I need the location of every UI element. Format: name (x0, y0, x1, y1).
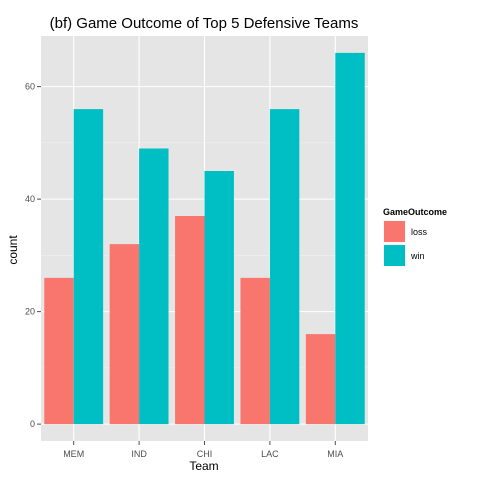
bar-win-MIA (335, 52, 365, 425)
bar-loss-IND (109, 244, 140, 425)
legend-item-win: win (382, 243, 425, 268)
chart-title: (bf) Game Outcome of Top 5 Defensive Tea… (50, 15, 359, 32)
y-tick-label: 40 (25, 194, 35, 204)
bars (44, 52, 365, 425)
bar-win-CHI (204, 171, 234, 425)
legend-item-loss: loss (382, 219, 428, 244)
x-tick-label-CHI: CHI (197, 449, 213, 459)
bar-loss-CHI (175, 216, 205, 425)
x-tick-label-MEM: MEM (63, 449, 84, 459)
legend-key-loss (384, 221, 405, 242)
bar-win-LAC (269, 109, 300, 425)
y-tick-label: 20 (25, 307, 35, 317)
x-tick-label-MIA: MIA (327, 449, 343, 459)
y-tick-label: 0 (30, 419, 35, 429)
bar-loss-MIA (305, 334, 336, 425)
y-tick-label: 60 (25, 82, 35, 92)
bar-win-MEM (73, 109, 104, 425)
legend-label-win: win (410, 251, 425, 261)
legend-key-win (384, 245, 405, 266)
x-tick-label-IND: IND (131, 449, 147, 459)
bar-loss-LAC (240, 277, 270, 425)
bar-win-IND (139, 148, 169, 425)
bar-loss-MEM (44, 277, 74, 425)
legend-title: GameOutcome (383, 207, 447, 217)
legend: GameOutcome loss win (382, 207, 447, 268)
x-axis-title: Team (189, 459, 218, 473)
y-axis: 0 20 40 60 (25, 82, 41, 429)
x-axis: MEM IND CHI LAC MIA (63, 441, 343, 459)
legend-label-loss: loss (411, 227, 428, 237)
y-axis-title: count (6, 235, 20, 265)
x-tick-label-LAC: LAC (261, 449, 279, 459)
